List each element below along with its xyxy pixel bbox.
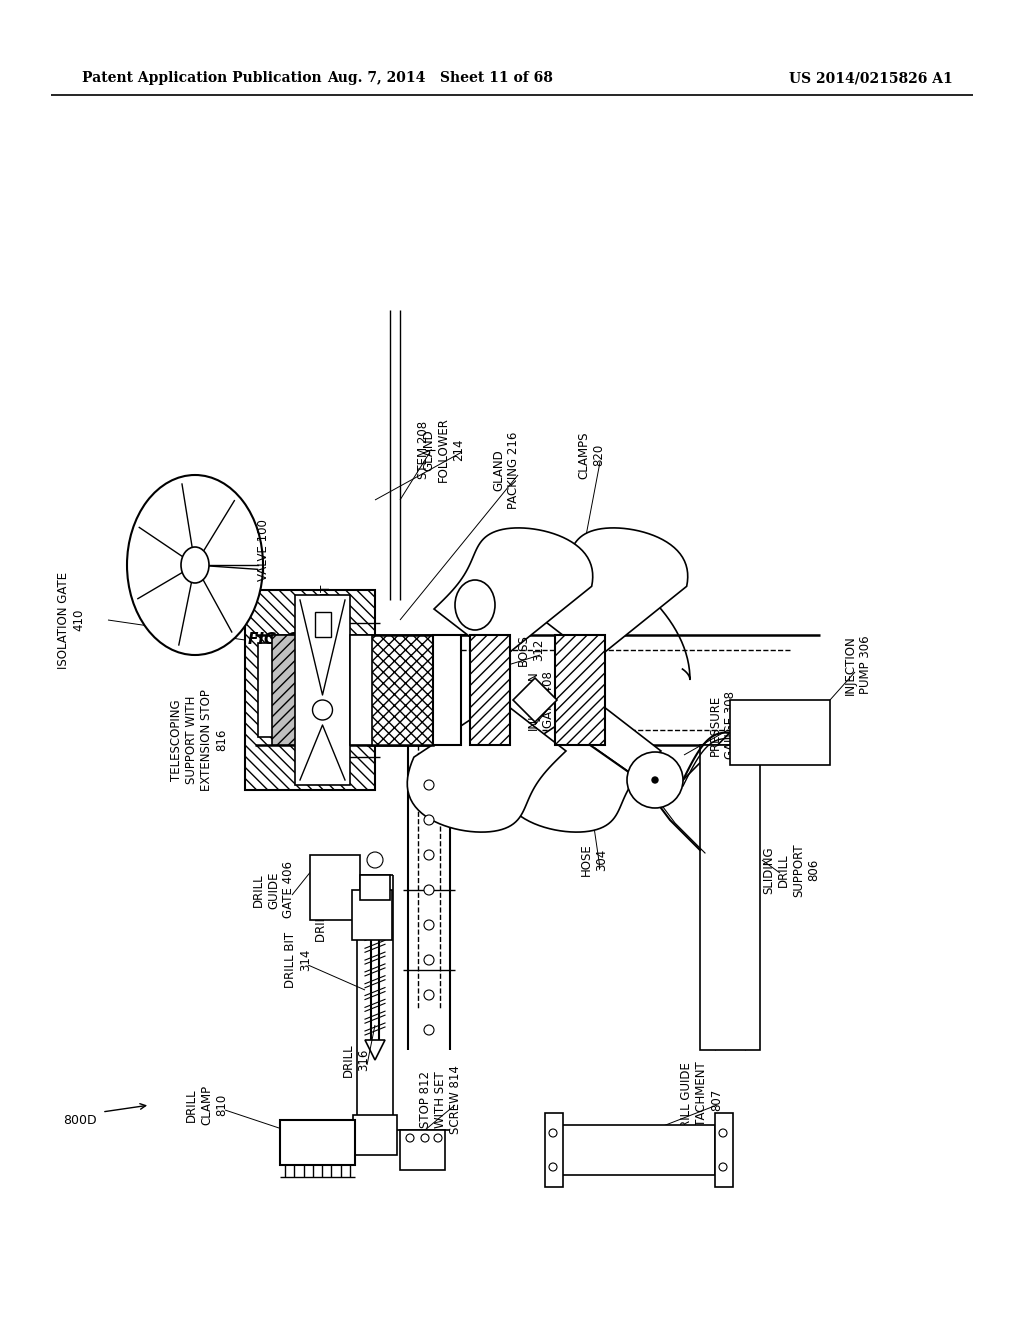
Ellipse shape [424,920,434,931]
Text: Aug. 7, 2014   Sheet 11 of 68: Aug. 7, 2014 Sheet 11 of 68 [328,71,553,84]
Bar [352,890,392,940]
Text: DRILL
GUIDE
GATE 406: DRILL GUIDE GATE 406 [252,862,295,919]
Ellipse shape [424,1026,434,1035]
Polygon shape [529,528,688,660]
Ellipse shape [421,1134,429,1142]
Bar [272,635,307,744]
Bar [470,635,510,744]
Ellipse shape [424,884,434,895]
Ellipse shape [719,1163,727,1171]
Text: ISOLATION GATE
410: ISOLATION GATE 410 [57,572,85,668]
Text: US 2014/0215826 A1: US 2014/0215826 A1 [788,71,952,84]
Ellipse shape [424,780,434,789]
Text: INJECTION
PUMP 306: INJECTION PUMP 306 [844,635,872,694]
Text: DRILL GUIDE
ATTACHMENT
807: DRILL GUIDE ATTACHMENT 807 [680,1061,723,1139]
Bar [555,1125,715,1175]
Text: STOP 812
WITH SET
SCREW 814: STOP 812 WITH SET SCREW 814 [419,1065,462,1134]
Bar [280,1119,355,1166]
Bar [350,635,372,744]
Text: SLIDING
DRILL
SUPPORT
806: SLIDING DRILL SUPPORT 806 [762,843,820,896]
Bar [545,1113,563,1187]
Ellipse shape [127,475,263,655]
Bar [555,635,605,744]
Ellipse shape [406,1134,414,1142]
Text: HOSE
304: HOSE 304 [580,843,608,876]
Text: INJECTION
GATE 408: INJECTION GATE 408 [527,671,555,730]
Bar [255,744,820,763]
Bar [353,1115,397,1155]
Ellipse shape [455,579,495,630]
Ellipse shape [549,1163,557,1171]
Bar [368,635,433,744]
Bar [245,590,375,789]
Text: DRILL BIT
314: DRILL BIT 314 [284,932,312,989]
Text: FIG. 8D: FIG. 8D [248,632,310,648]
Ellipse shape [367,851,383,869]
Ellipse shape [181,546,209,583]
Polygon shape [365,1040,385,1060]
Bar [730,700,830,766]
Bar [295,595,350,785]
Bar [258,643,288,737]
Bar [400,1130,445,1170]
Polygon shape [513,678,557,722]
Text: WELD JOINT
310: WELD JOINT 310 [319,585,348,655]
Text: PRESSURE
GAUGE 308: PRESSURE GAUGE 308 [709,690,737,759]
Text: DRILL
316: DRILL 316 [342,1043,370,1077]
Ellipse shape [434,1134,442,1142]
Text: Patent Application Publication: Patent Application Publication [82,71,322,84]
Text: GLAND
FOLLOWER
214: GLAND FOLLOWER 214 [422,417,465,482]
Text: DRILL
CLAMP
810: DRILL CLAMP 810 [185,1085,228,1125]
Text: VALVE 100: VALVE 100 [257,519,270,581]
Polygon shape [408,700,566,832]
Text: STEM 208: STEM 208 [417,421,430,479]
Text: CLAMPS
820: CLAMPS 820 [577,432,605,479]
Bar [700,744,760,1049]
Polygon shape [434,528,593,660]
Text: 800D: 800D [63,1114,97,1126]
Text: BOSS
312: BOSS 312 [517,634,545,665]
Bar [715,1113,733,1187]
Bar [360,875,390,900]
Polygon shape [503,700,660,832]
Text: GLAND
PACKING 216: GLAND PACKING 216 [492,432,520,508]
Bar [255,616,820,635]
Text: TELESCOPING
SUPPORT WITH
EXTENSION STOP
816: TELESCOPING SUPPORT WITH EXTENSION STOP … [170,689,228,791]
Ellipse shape [719,1129,727,1137]
Ellipse shape [627,752,683,808]
Ellipse shape [312,700,333,719]
Text: DRILL GUIDE
484: DRILL GUIDE 484 [315,867,343,942]
Ellipse shape [549,1129,557,1137]
Ellipse shape [424,990,434,1001]
Ellipse shape [652,777,658,783]
Ellipse shape [424,850,434,861]
Bar [314,612,331,638]
Ellipse shape [424,954,434,965]
Ellipse shape [424,814,434,825]
Bar [433,635,461,744]
Bar [310,855,360,920]
